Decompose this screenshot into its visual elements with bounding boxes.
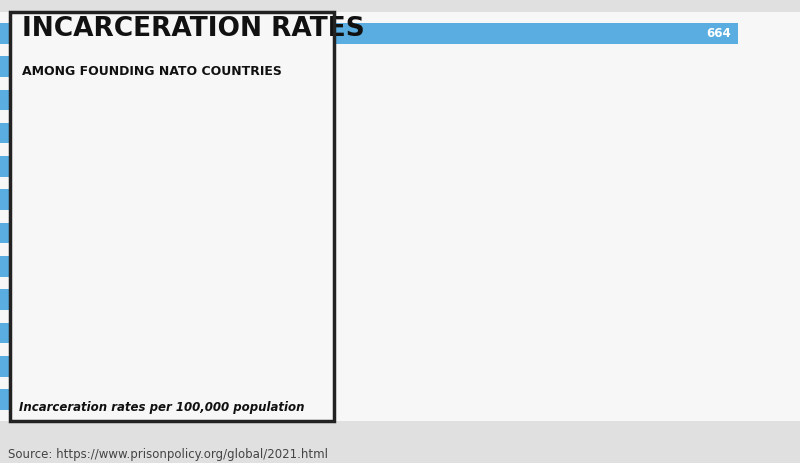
- Text: Incarceration rates per 100,000 population: Incarceration rates per 100,000 populati…: [19, 401, 305, 414]
- Bar: [10, 12, 334, 421]
- Text: 93: 93: [84, 193, 100, 206]
- Text: 89: 89: [79, 226, 95, 240]
- Bar: [0, 89, 123, 110]
- Bar: [0, 389, 37, 410]
- Text: 104: 104: [88, 127, 112, 140]
- Bar: [0, 256, 95, 277]
- Bar: [0, 289, 80, 310]
- Bar: [0, 189, 103, 210]
- Text: 86: 86: [76, 260, 92, 273]
- Text: 72: 72: [61, 293, 77, 306]
- Text: 33: 33: [17, 393, 34, 406]
- Text: 93: 93: [84, 160, 100, 173]
- Bar: [0, 23, 738, 44]
- Text: 664: 664: [706, 27, 731, 40]
- Text: 129: 129: [115, 60, 140, 73]
- Text: Source: https://www.prisonpolicy.org/global/2021.html: Source: https://www.prisonpolicy.org/glo…: [8, 448, 328, 461]
- Bar: [0, 156, 103, 177]
- Bar: [0, 323, 70, 344]
- Text: AMONG FOUNDING NATO COUNTRIES: AMONG FOUNDING NATO COUNTRIES: [22, 65, 282, 78]
- Text: 111: 111: [96, 94, 120, 106]
- Text: INCARCERATION RATES: INCARCERATION RATES: [22, 16, 364, 42]
- Text: 63: 63: [50, 326, 66, 339]
- Text: 54: 54: [40, 360, 57, 373]
- Bar: [0, 56, 143, 77]
- Bar: [0, 223, 99, 244]
- Bar: [0, 356, 60, 377]
- Bar: [10, 12, 334, 421]
- Bar: [0, 123, 115, 144]
